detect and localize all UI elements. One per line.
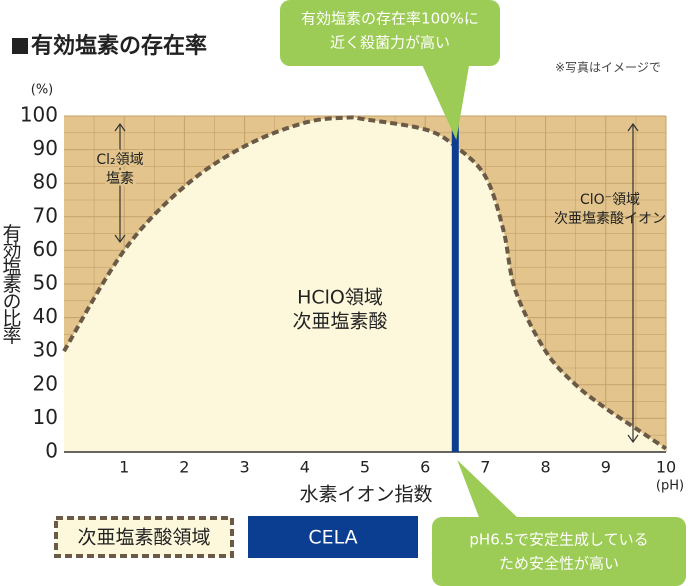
x-tick-label: 3 [240,458,250,477]
x-tick-label: 5 [360,458,370,477]
y-tick-label: 70 [33,203,58,227]
y-tick-label: 90 [33,136,58,160]
callout-text: 有効塩素の存在率100%に [301,10,479,28]
callout-pointer [457,460,520,520]
legend-swatch [54,516,234,558]
y-axis-label: 有効塩素の比率 [0,223,22,344]
x-tick-label: 6 [420,458,430,477]
arrow-head [114,122,126,244]
title-marker [12,38,28,54]
x-tick-label: 8 [541,458,551,477]
annotation: HClO領域 [297,287,383,309]
y-tick-label: 20 [33,371,58,395]
y-unit: (%) [31,83,54,98]
callout-text: ため安全性が高い [499,555,619,573]
annotation: Cl₂領域 [96,151,143,168]
x-tick-label: 4 [300,458,310,477]
y-tick-label: 30 [33,338,58,362]
y-tick-label: 50 [33,271,58,295]
x-unit: (pH) [656,479,684,494]
y-tick-label: 10 [33,405,58,429]
callout [432,517,686,586]
annotation: ClO⁻領域 [580,191,640,208]
x-tick-label: 9 [601,458,611,477]
annotation: 塩素 [106,171,134,187]
x-tick-label: 2 [179,458,189,477]
y-tick-label: 40 [33,304,58,328]
x-axis-label: 水素イオン指数 [299,484,432,506]
legend-swatch [248,516,418,558]
legend-label: 次亜塩素酸領域 [77,527,210,549]
callout-text: pH6.5で安定生成している [469,531,648,549]
callout [280,0,500,66]
x-tick-label: 7 [480,458,490,477]
y-tick-label: 100 [20,103,58,127]
arrow-head [627,122,639,444]
callout-text: 近く殺菌力が高い [330,34,450,52]
area-line [62,115,668,451]
y-tick-label: 80 [33,170,58,194]
area [64,117,666,452]
note: ※写真はイメージで [555,61,661,75]
annotation: 次亜塩素酸イオン [554,211,666,227]
chart-title: 有効塩素の存在率 [31,33,207,59]
x-tick-label: 10 [656,458,676,477]
legend-label: CELA [308,527,357,549]
annotation: 次亜塩素酸 [292,311,387,333]
callout-pointer [420,60,470,140]
y-tick-label: 60 [33,237,58,261]
x-tick-label: 1 [119,458,129,477]
highlight-line [451,116,459,452]
y-tick-label: 0 [45,439,58,463]
